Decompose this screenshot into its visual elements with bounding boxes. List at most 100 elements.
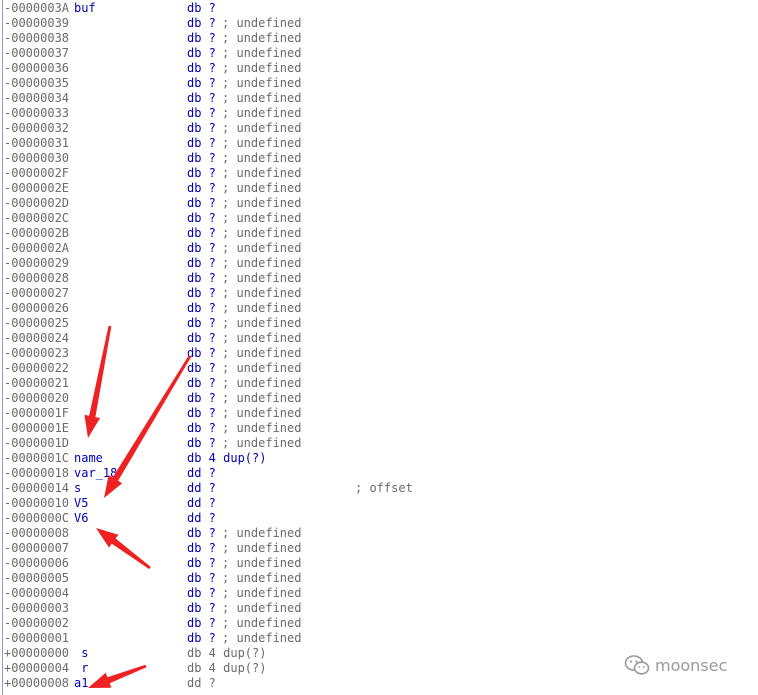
listing-row[interactable]: -0000001F db ? ; undefined bbox=[0, 406, 758, 421]
row-comment: ; undefined bbox=[222, 571, 302, 585]
row-name[interactable]: name bbox=[74, 451, 103, 465]
listing-row[interactable]: +00000004 r db 4 dup(?) bbox=[0, 661, 758, 676]
listing-row[interactable]: -00000027 db ? ; undefined bbox=[0, 286, 758, 301]
listing-row[interactable]: -00000030 db ? ; undefined bbox=[0, 151, 758, 166]
row-directive: db 4 dup(?) bbox=[187, 451, 267, 465]
listing-row[interactable]: -0000002D db ? ; undefined bbox=[0, 196, 758, 211]
row-name[interactable]: V6 bbox=[74, 511, 89, 525]
row-comment: ; undefined bbox=[222, 406, 302, 420]
listing-row[interactable]: -0000001D db ? ; undefined bbox=[0, 436, 758, 451]
row-comment: ; undefined bbox=[222, 136, 302, 150]
row-offset: +00000008 bbox=[4, 676, 70, 690]
row-directive: db ? bbox=[187, 631, 216, 645]
listing-row[interactable]: -00000028 db ? ; undefined bbox=[0, 271, 758, 286]
listing-row[interactable]: -0000000C V6 dd ? bbox=[0, 511, 758, 526]
row-offset: -00000002 bbox=[4, 616, 70, 630]
row-comment: ; undefined bbox=[222, 16, 302, 30]
listing-row[interactable]: -00000010 V5 dd ? bbox=[0, 496, 758, 511]
row-comment: ; undefined bbox=[222, 421, 302, 435]
row-directive: db ? bbox=[187, 121, 216, 135]
listing-row[interactable]: -00000004 db ? ; undefined bbox=[0, 586, 758, 601]
listing-row[interactable]: -00000037 db ? ; undefined bbox=[0, 46, 758, 61]
row-comment: ; undefined bbox=[222, 541, 302, 555]
row-name[interactable]: s bbox=[74, 481, 82, 495]
row-name[interactable]: V5 bbox=[74, 496, 89, 510]
row-offset: -00000036 bbox=[4, 61, 70, 75]
row-offset: -00000039 bbox=[4, 16, 70, 30]
row-directive: db ? bbox=[187, 106, 216, 120]
listing-row[interactable]: -00000021 db ? ; undefined bbox=[0, 376, 758, 391]
listing-row[interactable]: -00000033 db ? ; undefined bbox=[0, 106, 758, 121]
row-directive: db ? bbox=[187, 286, 216, 300]
listing-row[interactable]: -00000002 db ? ; undefined bbox=[0, 616, 758, 631]
listing-row[interactable]: -00000025 db ? ; undefined bbox=[0, 316, 758, 331]
row-offset: -0000001C bbox=[4, 451, 70, 465]
listing-row[interactable]: -0000002F db ? ; undefined bbox=[0, 166, 758, 181]
row-offset: -00000007 bbox=[4, 541, 70, 555]
listing-row[interactable]: -00000001 db ? ; undefined bbox=[0, 631, 758, 646]
row-comment: ; undefined bbox=[222, 226, 302, 240]
listing-row[interactable]: -00000036 db ? ; undefined bbox=[0, 61, 758, 76]
row-comment: ; undefined bbox=[222, 526, 302, 540]
listing-row[interactable]: -00000031 db ? ; undefined bbox=[0, 136, 758, 151]
row-name[interactable]: s bbox=[74, 646, 89, 660]
listing-row[interactable]: -00000014 s dd ? ; offset bbox=[0, 481, 758, 496]
row-directive: db ? bbox=[187, 601, 216, 615]
row-directive: db ? bbox=[187, 406, 216, 420]
row-name[interactable]: var_18 bbox=[74, 466, 118, 480]
listing-row[interactable]: -00000039 db ? ; undefined bbox=[0, 16, 758, 31]
listing-row[interactable]: -00000032 db ? ; undefined bbox=[0, 121, 758, 136]
row-comment: ; undefined bbox=[222, 616, 302, 630]
listing-row[interactable]: +00000000 s db 4 dup(?) bbox=[0, 646, 758, 661]
row-directive: db ? bbox=[187, 421, 216, 435]
listing-row[interactable]: -00000034 db ? ; undefined bbox=[0, 91, 758, 106]
listing-row[interactable]: -00000006 db ? ; undefined bbox=[0, 556, 758, 571]
listing-row[interactable]: -0000001C name db 4 dup(?) bbox=[0, 451, 758, 466]
listing-row[interactable]: -0000001E db ? ; undefined bbox=[0, 421, 758, 436]
row-directive: db ? bbox=[187, 616, 216, 630]
listing-row[interactable]: -00000023 db ? ; undefined bbox=[0, 346, 758, 361]
row-offset: -00000023 bbox=[4, 346, 70, 360]
listing-row[interactable]: -00000005 db ? ; undefined bbox=[0, 571, 758, 586]
row-offset: -00000028 bbox=[4, 271, 70, 285]
row-comment: ; undefined bbox=[222, 256, 302, 270]
listing-row[interactable]: -00000007 db ? ; undefined bbox=[0, 541, 758, 556]
listing-row[interactable]: -0000003A buf db ? bbox=[0, 1, 758, 16]
listing-row[interactable]: -00000029 db ? ; undefined bbox=[0, 256, 758, 271]
row-offset: -00000034 bbox=[4, 91, 70, 105]
row-offset: -00000005 bbox=[4, 571, 70, 585]
watermark: moonsec bbox=[624, 653, 727, 677]
row-directive: db ? bbox=[187, 256, 216, 270]
listing-row[interactable]: +00000008 a1 dd ? bbox=[0, 676, 758, 691]
row-offset: -0000002D bbox=[4, 196, 70, 210]
listing-row[interactable]: -0000002B db ? ; undefined bbox=[0, 226, 758, 241]
row-offset: -00000014 bbox=[4, 481, 70, 495]
row-name[interactable]: r bbox=[74, 661, 89, 675]
listing-row[interactable]: -00000020 db ? ; undefined bbox=[0, 391, 758, 406]
row-directive: db ? bbox=[187, 376, 216, 390]
listing-row[interactable]: -00000035 db ? ; undefined bbox=[0, 76, 758, 91]
row-offset: -00000031 bbox=[4, 136, 70, 150]
row-comment: ; undefined bbox=[222, 361, 302, 375]
row-comment: ; undefined bbox=[222, 76, 302, 90]
row-name[interactable]: buf bbox=[74, 1, 96, 15]
listing-row[interactable]: -00000018 var_18 dd ? bbox=[0, 466, 758, 481]
row-directive: db ? bbox=[187, 346, 216, 360]
listing-row[interactable]: -00000038 db ? ; undefined bbox=[0, 31, 758, 46]
row-name[interactable]: a1 bbox=[74, 676, 89, 690]
row-directive: db ? bbox=[187, 556, 216, 570]
listing-row[interactable]: -0000002C db ? ; undefined bbox=[0, 211, 758, 226]
listing-row[interactable]: -0000002A db ? ; undefined bbox=[0, 241, 758, 256]
listing-row[interactable]: -00000003 db ? ; undefined bbox=[0, 601, 758, 616]
row-offset: -00000032 bbox=[4, 121, 70, 135]
row-offset: -0000002F bbox=[4, 166, 70, 180]
listing-row[interactable]: -0000002E db ? ; undefined bbox=[0, 181, 758, 196]
listing-row[interactable]: -00000022 db ? ; undefined bbox=[0, 361, 758, 376]
row-comment: ; undefined bbox=[222, 271, 302, 285]
listing-row[interactable]: -00000026 db ? ; undefined bbox=[0, 301, 758, 316]
row-comment: ; undefined bbox=[222, 61, 302, 75]
listing-row[interactable]: -00000008 db ? ; undefined bbox=[0, 526, 758, 541]
listing-row[interactable]: -00000024 db ? ; undefined bbox=[0, 331, 758, 346]
row-offset: -0000002C bbox=[4, 211, 70, 225]
